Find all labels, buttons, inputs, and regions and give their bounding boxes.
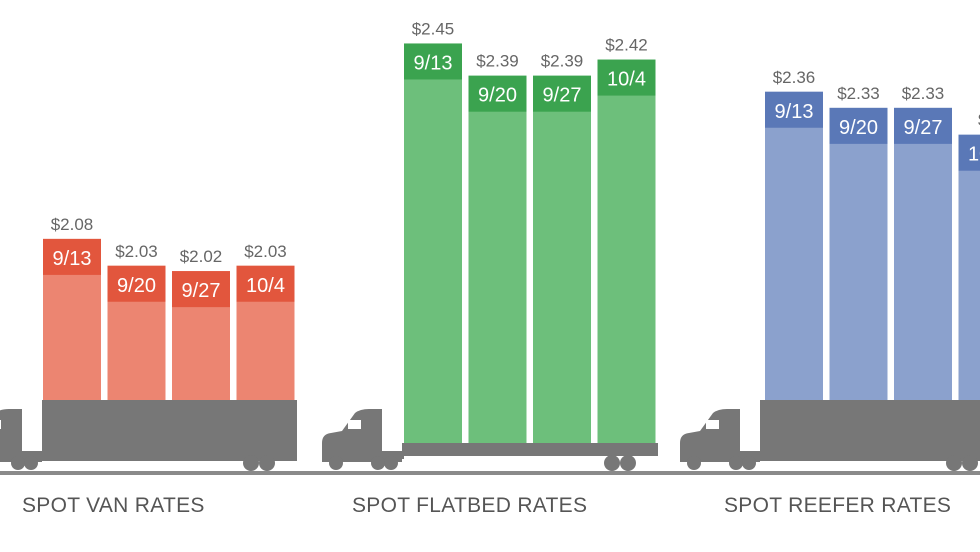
bar-value-label: $2 [978, 111, 980, 130]
bar-value-label: $2.03 [244, 242, 287, 261]
bar [958, 134, 980, 401]
bar [533, 75, 591, 443]
truck-group-1: 9/13 $2.08 9/20 $2.03 9/27 $2.02 10/4 $2.03 [0, 215, 297, 471]
van-trailer [760, 400, 980, 461]
bar-value-label: $2.02 [180, 247, 223, 266]
bar-date-strip [468, 75, 527, 112]
wheel-icon [687, 456, 701, 470]
bar-date-strip [894, 107, 952, 144]
bar-value-label: $2.33 [902, 84, 945, 103]
road-line [0, 471, 980, 475]
bar-date-label: 9/13 [775, 101, 814, 123]
group-title-reefer: SPOT REEFER RATES [724, 494, 952, 517]
bar-date-label: 9/20 [839, 117, 878, 139]
bar [894, 107, 952, 400]
wheel-icon [371, 456, 385, 470]
bar-value-label: $2.39 [541, 52, 584, 71]
bar-date-label: 9/13 [53, 248, 92, 270]
wheel-icon [329, 456, 343, 470]
wheel-icon [946, 455, 962, 471]
bar-value-label: $2.42 [605, 36, 648, 55]
group-title-flatbed: SPOT FLATBED RATES [352, 494, 588, 517]
bar-date-strip [236, 265, 295, 302]
bar [597, 59, 656, 443]
wheel-icon [259, 455, 275, 471]
truck-cab-icon [0, 409, 42, 462]
bar-value-label: $2.36 [773, 68, 816, 87]
bar-date-label: 9/13 [414, 52, 453, 74]
bar-value-label: $2.03 [115, 242, 158, 261]
bar-date-strip [404, 43, 462, 80]
bar-date-strip [958, 134, 980, 171]
truck-group-3: 9/13 $2.36 9/20 $2.33 9/27 $2.33 10/4 $2 [680, 68, 980, 471]
bar-date-strip [597, 59, 656, 96]
wheel-icon [620, 455, 636, 471]
bar-date-label: 9/20 [478, 85, 517, 107]
wheel-icon [742, 456, 756, 470]
truck-cab-icon [322, 409, 402, 462]
bar-date-strip [533, 75, 591, 112]
bar-date-strip [43, 238, 101, 275]
cab-window [0, 420, 1, 429]
bar-date-label: 9/27 [543, 85, 582, 107]
bar-date-strip [765, 91, 823, 128]
wheel-icon [24, 456, 38, 470]
wheel-icon [243, 455, 259, 471]
bar-date-strip [107, 265, 166, 302]
bar [765, 91, 823, 401]
bar-date-label: 10/4 [246, 275, 285, 297]
wheel-icon [962, 455, 978, 471]
group-title-van: SPOT VAN RATES [22, 494, 205, 517]
wheel-icon [384, 456, 398, 470]
cab-window [348, 420, 361, 429]
bar-date-label: 9/27 [904, 117, 943, 139]
wheel-icon [729, 456, 743, 470]
wheel-icon [604, 455, 620, 471]
bar-date-label: 10/4 [607, 69, 646, 91]
bar-value-label: $2.39 [476, 52, 519, 71]
flatbed-trailer [402, 443, 658, 456]
bar-value-label: $2.33 [837, 84, 880, 103]
bar-value-label: $2.45 [412, 19, 455, 38]
bar-date-strip [172, 271, 230, 308]
bar [404, 43, 462, 444]
hitch [400, 451, 404, 459]
bar-date-strip [829, 107, 888, 144]
bar-date-label: 9/20 [117, 275, 156, 297]
bar [468, 75, 527, 443]
truck-group-2: 9/13 $2.45 9/20 $2.39 9/27 $2.39 10/4 $2.42 [322, 19, 658, 471]
truck-cab-icon [680, 409, 760, 462]
bar-value-label: $2.08 [51, 215, 94, 234]
bar-date-label: 9/27 [182, 280, 221, 302]
bar [829, 107, 888, 400]
van-trailer [42, 400, 297, 461]
bar-date-label: 10/4 [968, 144, 980, 166]
cab-window [706, 420, 719, 429]
wheel-icon [11, 456, 25, 470]
